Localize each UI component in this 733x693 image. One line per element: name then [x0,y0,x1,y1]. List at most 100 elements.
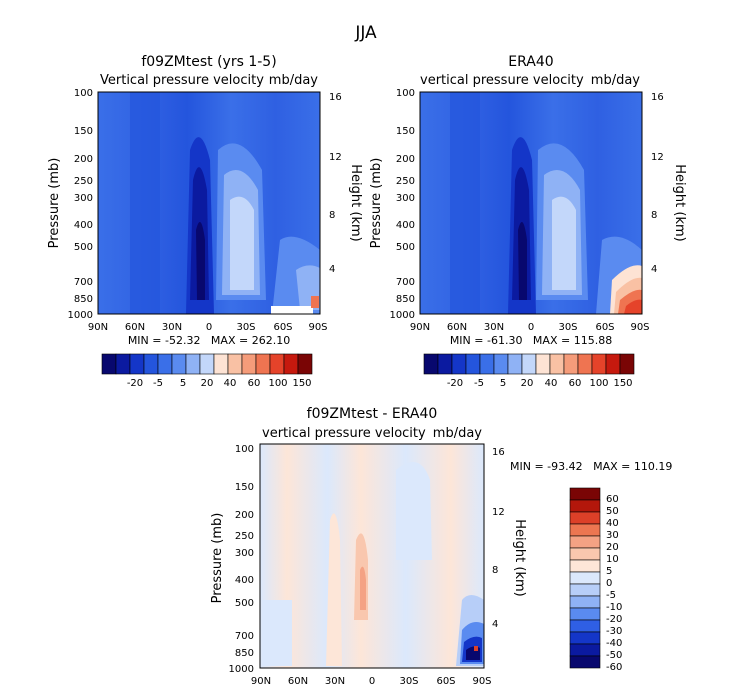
y-tick-label: 150 [235,482,254,493]
panel-subtitle-units: mb/day [591,73,641,88]
y-tick-label: 150 [74,126,93,137]
panel-title: ERA40 [508,54,553,70]
panel-subtitle-variable: vertical pressure velocity [262,426,426,441]
y-axis-right-label: Height (km) [512,519,527,596]
y-tick-label: 1000 [390,310,415,321]
colorbar-label: 40 [545,378,558,389]
colorbar-swatch [569,595,601,609]
y-tick-label: 300 [74,193,93,204]
y-right-tick-label: 8 [329,210,335,221]
y-tick-label: 500 [235,598,254,609]
colorbar-swatch [283,353,299,375]
colorbar-label: -20 [127,378,143,389]
colorbar-label: 100 [268,378,287,389]
colorbar-swatch [569,631,601,645]
x-tick-label: 0 [206,322,212,333]
colorbar-swatch [619,353,635,375]
colorbar-label: -50 [606,650,622,661]
colorbar-swatch [213,353,229,375]
y-tick-label: 700 [74,277,93,288]
x-tick-label: 60N [288,676,308,687]
y-right-tick-label: 4 [492,619,498,630]
y-axis-left: 100 150 200 250 300 400 500 700 850 1000 [390,88,415,321]
y-tick-label: 1000 [68,310,93,321]
y-tick-label: 400 [235,575,254,586]
y-tick-label: 300 [235,548,254,559]
colorbar-swatch [569,583,601,597]
y-tick-label: 200 [396,154,415,165]
colorbar-swatch [241,353,257,375]
panel-reanalysis: ERA40 vertical pressure velocity mb/day … [369,54,687,389]
colorbar-swatch [101,353,117,375]
y-tick-label: 150 [396,126,415,137]
panel-difference: f09ZMtest - ERA40 vertical pressure velo… [210,406,672,687]
y-tick-label: 100 [235,444,254,455]
colorbar-label: -60 [606,662,622,673]
colorbar-swatch [171,353,187,375]
colorbar-swatch [563,353,579,375]
y-right-tick-label: 8 [651,210,657,221]
colorbar-label: -20 [447,378,463,389]
y-axis-right: 16 12 8 4 [329,92,342,275]
y-axis-right: 16 12 8 4 [492,447,505,630]
panel-title: f09ZMtest (yrs 1-5) [141,54,276,70]
colorbar-label: 5 [500,378,506,389]
colorbar-label: 20 [201,378,214,389]
y-tick-label: 700 [396,277,415,288]
colorbar-swatch [521,353,537,375]
panel-subtitle-variable: vertical pressure velocity [420,73,584,88]
colorbar-vertical: 60 50 40 30 20 10 5 0 -5 -10 -20 -30 -40… [569,487,622,673]
colorbar-swatch [569,571,601,585]
colorbar-label: -5 [606,590,616,601]
x-tick-label: 0 [369,676,375,687]
colorbar-swatch [569,523,601,537]
x-tick-label: 30N [162,322,182,333]
colorbar-label: -40 [606,638,622,649]
colorbar-swatch [115,353,131,375]
colorbar-swatch [465,353,481,375]
colorbar-swatch [535,353,551,375]
plot-area [97,91,321,315]
colorbar-label: 150 [613,378,632,389]
stats-label: MIN = -52.32 MAX = 262.10 [128,334,290,347]
colorbar-label: 5 [606,566,612,577]
y-right-tick-label: 12 [651,152,664,163]
colorbar-label: 20 [606,542,619,553]
colorbar-swatch [297,353,313,375]
y-tick-label: 500 [396,242,415,253]
colorbar-swatch [255,353,271,375]
y-right-tick-label: 16 [651,92,664,103]
y-tick-label: 500 [74,242,93,253]
y-axis-label: Pressure (mb) [47,158,62,249]
y-right-tick-label: 4 [329,264,335,275]
colorbar-label: 30 [606,530,619,541]
y-right-tick-label: 16 [329,92,342,103]
x-tick-label: 90N [88,322,108,333]
x-tick-label: 60S [436,676,455,687]
colorbar-label: 20 [521,378,534,389]
y-tick-label: 850 [396,294,415,305]
x-tick-label: 30S [558,322,577,333]
x-tick-label: 60S [273,322,292,333]
panel-title: f09ZMtest - ERA40 [307,406,438,422]
y-axis-left: 100 150 200 250 300 400 500 700 850 1000 [68,88,93,321]
colorbar-swatch [569,619,601,633]
colorbar-label: -5 [474,378,484,389]
colorbar-label: 40 [606,518,619,529]
y-right-tick-label: 12 [329,152,342,163]
x-tick-label: 60N [125,322,145,333]
y-tick-label: 100 [74,88,93,99]
colorbar-swatch [479,353,495,375]
colorbar-label: 60 [569,378,582,389]
colorbar-label: 0 [606,578,612,589]
x-axis: 90N 60N 30N 0 30S 60S 90S [410,322,650,333]
y-tick-label: 1000 [229,664,254,675]
colorbar-swatch [227,353,243,375]
colorbar-label: 150 [292,378,311,389]
y-right-tick-label: 12 [492,507,505,518]
y-axis-right-label: Height (km) [672,164,687,241]
colorbar-label: 50 [606,506,619,517]
colorbar-label: 40 [224,378,237,389]
colorbar: -20 -5 5 20 40 60 100 150 [101,353,313,389]
